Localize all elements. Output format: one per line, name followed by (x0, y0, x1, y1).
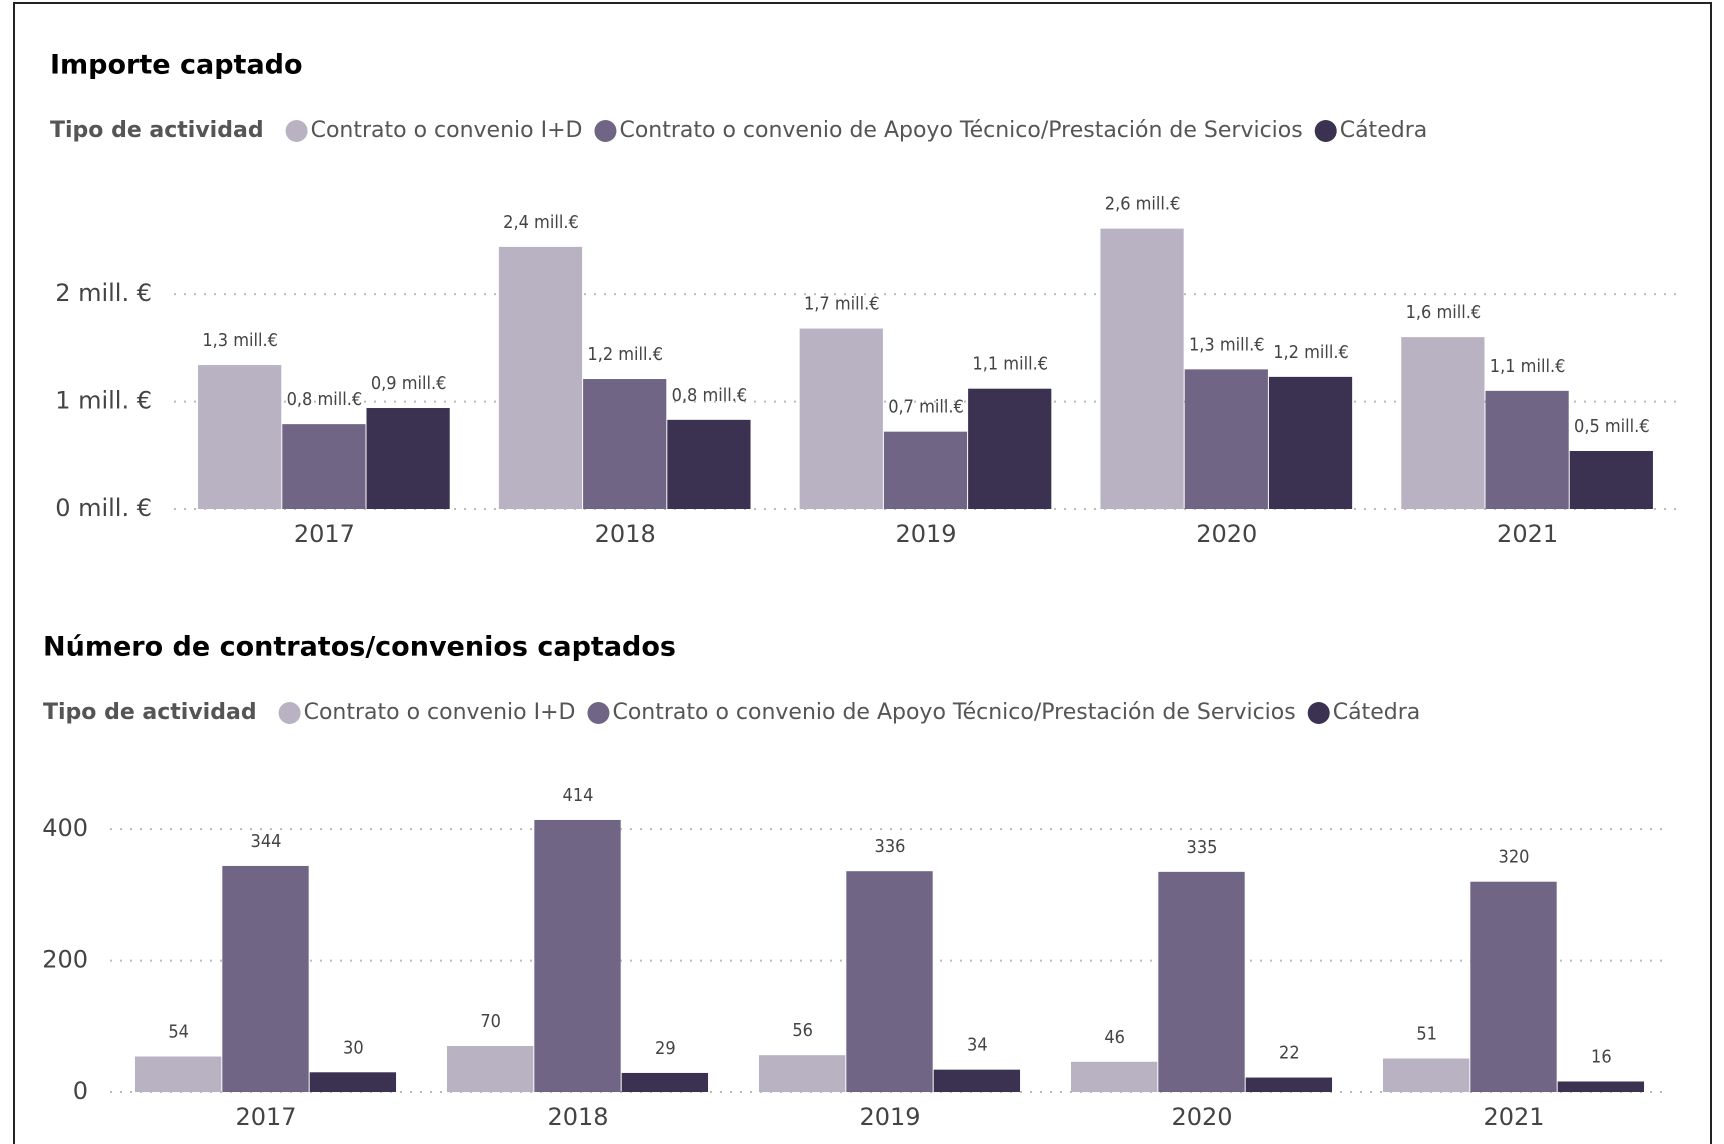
data-label: 0,7 mill.€ (888, 397, 964, 418)
bar (1470, 881, 1557, 1092)
bar (1382, 1058, 1470, 1092)
data-label: 70 (480, 1011, 501, 1032)
bar (667, 419, 751, 509)
data-label: 336 (875, 836, 906, 857)
x-tick-label: 2017 (294, 520, 355, 548)
bar (1100, 228, 1184, 509)
data-label: 51 (1416, 1023, 1437, 1044)
y-tick-label: 0 mill. € (55, 494, 152, 522)
bar (309, 1072, 397, 1092)
legend-marker (594, 120, 617, 142)
frame (13, 2, 1712, 1144)
bar (446, 1046, 534, 1092)
x-tick-label: 2019 (895, 520, 956, 548)
legend-marker (285, 120, 308, 142)
bar (799, 328, 883, 509)
legend-label: Contrato o convenio I+D (311, 118, 583, 143)
data-label: 56 (792, 1020, 813, 1041)
x-tick-label: 2018 (547, 1103, 608, 1131)
data-label: 1,3 mill.€ (202, 330, 278, 351)
bar (1401, 337, 1485, 509)
bar (282, 424, 366, 509)
legend-label: Cátedra (1340, 118, 1428, 143)
data-label: 0,8 mill.€ (287, 389, 363, 410)
bar (498, 246, 583, 509)
data-label: 54 (168, 1022, 189, 1043)
chart-title: Importe captado (50, 50, 303, 81)
data-label: 22 (1279, 1043, 1300, 1064)
data-label: 2,6 mill.€ (1105, 194, 1181, 215)
bar (1268, 376, 1353, 509)
data-label: 0,9 mill.€ (371, 373, 447, 394)
data-label: 1,7 mill.€ (804, 294, 880, 315)
bar (134, 1056, 222, 1092)
bar (1158, 871, 1245, 1092)
legend-marker (1314, 120, 1337, 142)
data-label: 1,6 mill.€ (1406, 302, 1482, 323)
bar (1557, 1081, 1645, 1092)
bar (1070, 1061, 1158, 1092)
bar (1485, 390, 1569, 509)
data-label: 414 (563, 785, 594, 806)
bar (1245, 1077, 1333, 1092)
legend-marker (1307, 702, 1330, 724)
y-tick-label: 400 (42, 814, 88, 842)
bar (366, 408, 450, 509)
data-label: 320 (1499, 847, 1530, 868)
bar (968, 388, 1052, 509)
data-label: 0,8 mill.€ (672, 385, 748, 406)
bar (198, 365, 282, 509)
legend-label: Contrato o convenio de Apoyo Técnico/Pre… (612, 700, 1295, 725)
legend-label: Cátedra (1333, 700, 1421, 725)
x-tick-label: 2019 (859, 1103, 920, 1131)
x-tick-label: 2021 (1483, 1103, 1544, 1131)
data-label: 1,3 mill.€ (1189, 334, 1265, 355)
x-tick-label: 2020 (1196, 520, 1257, 548)
legend-title: Tipo de actividad (43, 700, 257, 725)
y-tick-label: 1 mill. € (55, 387, 152, 415)
chart-title: Número de contratos/convenios captados (43, 632, 676, 663)
data-label: 34 (967, 1035, 988, 1056)
data-label: 1,2 mill.€ (587, 344, 663, 365)
x-tick-label: 2017 (235, 1103, 296, 1131)
legend-label: Contrato o convenio de Apoyo Técnico/Pre… (619, 118, 1302, 143)
data-label: 0,5 mill.€ (1574, 416, 1650, 437)
legend-title: Tipo de actividad (50, 118, 264, 143)
bar (758, 1055, 846, 1092)
bar (534, 819, 621, 1092)
bar (1184, 369, 1268, 509)
data-label: 1,1 mill.€ (1490, 356, 1566, 377)
data-label: 1,1 mill.€ (972, 354, 1048, 375)
bar (846, 871, 933, 1092)
bar (933, 1069, 1021, 1092)
data-label: 29 (655, 1038, 676, 1059)
data-label: 2,4 mill.€ (503, 212, 579, 233)
x-tick-label: 2020 (1171, 1103, 1232, 1131)
data-label: 30 (343, 1037, 364, 1058)
y-tick-label: 200 (42, 946, 88, 974)
bar (222, 865, 309, 1092)
x-tick-label: 2021 (1497, 520, 1558, 548)
data-label: 46 (1104, 1027, 1125, 1048)
legend-label: Contrato o convenio I+D (304, 700, 576, 725)
bar (1569, 450, 1653, 509)
bar (621, 1072, 709, 1092)
data-label: 344 (251, 831, 282, 852)
data-label: 1,2 mill.€ (1273, 342, 1349, 363)
data-label: 16 (1591, 1046, 1612, 1067)
bar (583, 379, 667, 509)
legend-marker (587, 702, 610, 724)
legend-marker (278, 702, 301, 724)
y-tick-label: 0 (73, 1077, 88, 1105)
x-tick-label: 2018 (595, 520, 656, 548)
bar (883, 431, 968, 509)
y-tick-label: 2 mill. € (55, 279, 152, 307)
data-label: 335 (1187, 837, 1218, 858)
